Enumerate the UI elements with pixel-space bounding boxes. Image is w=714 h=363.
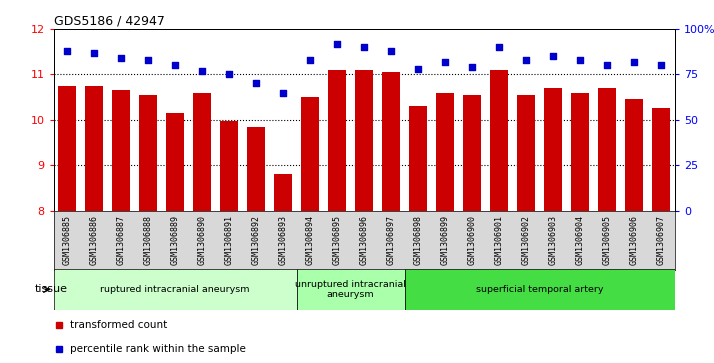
Text: transformed count: transformed count xyxy=(70,321,168,330)
Bar xyxy=(544,88,562,211)
Text: unruptured intracranial
aneurysm: unruptured intracranial aneurysm xyxy=(295,280,406,299)
Point xyxy=(413,66,424,72)
Point xyxy=(358,44,370,50)
Text: GDS5186 / 42947: GDS5186 / 42947 xyxy=(54,15,164,28)
Point xyxy=(142,57,154,63)
Bar xyxy=(221,121,238,211)
Bar xyxy=(405,269,675,310)
Text: GSM1306900: GSM1306900 xyxy=(468,215,477,265)
Text: GSM1306894: GSM1306894 xyxy=(306,215,315,265)
Bar xyxy=(518,95,535,211)
Text: GSM1306891: GSM1306891 xyxy=(225,215,233,265)
Text: GSM1306887: GSM1306887 xyxy=(116,215,126,265)
Point xyxy=(116,55,127,61)
Text: percentile rank within the sample: percentile rank within the sample xyxy=(70,344,246,354)
Bar xyxy=(59,86,76,211)
Bar xyxy=(85,86,103,211)
Text: GSM1306888: GSM1306888 xyxy=(144,215,153,265)
Point xyxy=(575,57,586,63)
Point xyxy=(196,68,208,74)
Text: GSM1306885: GSM1306885 xyxy=(63,215,71,265)
Text: GSM1306904: GSM1306904 xyxy=(575,215,585,265)
Bar xyxy=(653,109,670,211)
Text: GSM1306889: GSM1306889 xyxy=(171,215,180,265)
Bar xyxy=(571,93,589,211)
Text: GSM1306886: GSM1306886 xyxy=(89,215,99,265)
Text: GSM1306907: GSM1306907 xyxy=(657,215,665,265)
Text: GSM1306890: GSM1306890 xyxy=(198,215,206,265)
Bar xyxy=(356,70,373,211)
Bar xyxy=(274,174,292,211)
Bar xyxy=(112,90,130,211)
Bar xyxy=(296,269,405,310)
Text: tissue: tissue xyxy=(35,285,68,294)
Bar xyxy=(139,95,157,211)
Text: GSM1306899: GSM1306899 xyxy=(441,215,450,265)
Point xyxy=(628,59,640,65)
Bar xyxy=(491,70,508,211)
Point xyxy=(386,48,397,54)
Bar xyxy=(625,99,643,211)
Bar xyxy=(463,95,481,211)
Point xyxy=(61,48,73,54)
Bar xyxy=(54,269,296,310)
Text: superficial temporal artery: superficial temporal artery xyxy=(476,285,603,294)
Bar xyxy=(409,106,427,211)
Bar xyxy=(166,113,184,211)
Bar xyxy=(247,127,265,211)
Bar xyxy=(598,88,616,211)
Bar xyxy=(328,70,346,211)
Point xyxy=(331,41,343,46)
Text: GSM1306896: GSM1306896 xyxy=(360,215,368,265)
Text: GSM1306906: GSM1306906 xyxy=(630,215,639,265)
Point xyxy=(251,81,262,86)
Point xyxy=(304,57,316,63)
Text: GSM1306905: GSM1306905 xyxy=(603,215,612,265)
Text: GSM1306901: GSM1306901 xyxy=(495,215,503,265)
Bar xyxy=(436,93,454,211)
Text: GSM1306892: GSM1306892 xyxy=(251,215,261,265)
Bar xyxy=(193,93,211,211)
Point xyxy=(89,50,100,56)
Point xyxy=(169,62,181,68)
Point xyxy=(223,72,235,77)
Text: ruptured intracranial aneurysm: ruptured intracranial aneurysm xyxy=(101,285,250,294)
Point xyxy=(601,62,613,68)
Bar xyxy=(383,72,400,211)
Bar xyxy=(301,97,319,211)
Point xyxy=(439,59,451,65)
Point xyxy=(548,53,559,59)
Text: GSM1306902: GSM1306902 xyxy=(522,215,531,265)
Text: GSM1306895: GSM1306895 xyxy=(333,215,341,265)
Point xyxy=(493,44,505,50)
Point xyxy=(466,64,478,70)
Text: GSM1306903: GSM1306903 xyxy=(548,215,558,265)
Point xyxy=(655,62,667,68)
Text: GSM1306897: GSM1306897 xyxy=(387,215,396,265)
Text: GSM1306898: GSM1306898 xyxy=(413,215,423,265)
Point xyxy=(278,90,289,95)
Point xyxy=(521,57,532,63)
Text: GSM1306893: GSM1306893 xyxy=(278,215,288,265)
